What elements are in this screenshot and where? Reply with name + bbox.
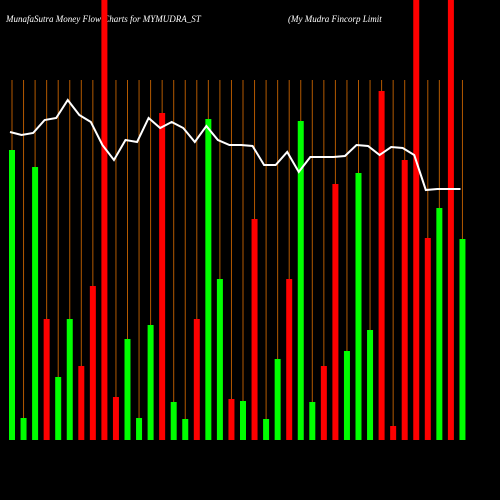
price-line [9, 98, 461, 192]
bar [355, 173, 362, 440]
bar [274, 359, 281, 440]
bar [43, 319, 50, 440]
bar [193, 319, 200, 440]
bar [101, 0, 108, 440]
bar [413, 0, 420, 440]
bar [332, 184, 339, 440]
bar [159, 113, 166, 440]
bar [343, 351, 350, 440]
bar [66, 319, 73, 440]
bar [309, 402, 316, 440]
bar [436, 208, 443, 440]
bar [205, 119, 212, 440]
bar [297, 121, 304, 440]
bar [390, 426, 397, 440]
bar [112, 397, 119, 440]
bar [447, 0, 454, 440]
bar [228, 399, 235, 440]
bar [182, 419, 189, 440]
chart-subtitle: (My Mudra Fincorp Limit [288, 14, 382, 24]
bar [32, 167, 39, 440]
bar [251, 219, 258, 440]
bar [320, 366, 327, 440]
bar [147, 325, 154, 440]
bar [216, 279, 223, 440]
bar [89, 286, 96, 440]
bar [170, 402, 177, 440]
bar [401, 160, 408, 440]
bar [263, 419, 270, 440]
bar [240, 401, 246, 440]
bar [55, 377, 62, 440]
bar [367, 330, 374, 440]
bar [378, 91, 385, 440]
bar [136, 418, 143, 440]
bar [124, 339, 131, 440]
bar [9, 150, 15, 440]
bar [424, 238, 431, 440]
bar [20, 418, 27, 440]
bar [286, 279, 293, 440]
bar [78, 366, 85, 440]
bar [459, 239, 466, 440]
